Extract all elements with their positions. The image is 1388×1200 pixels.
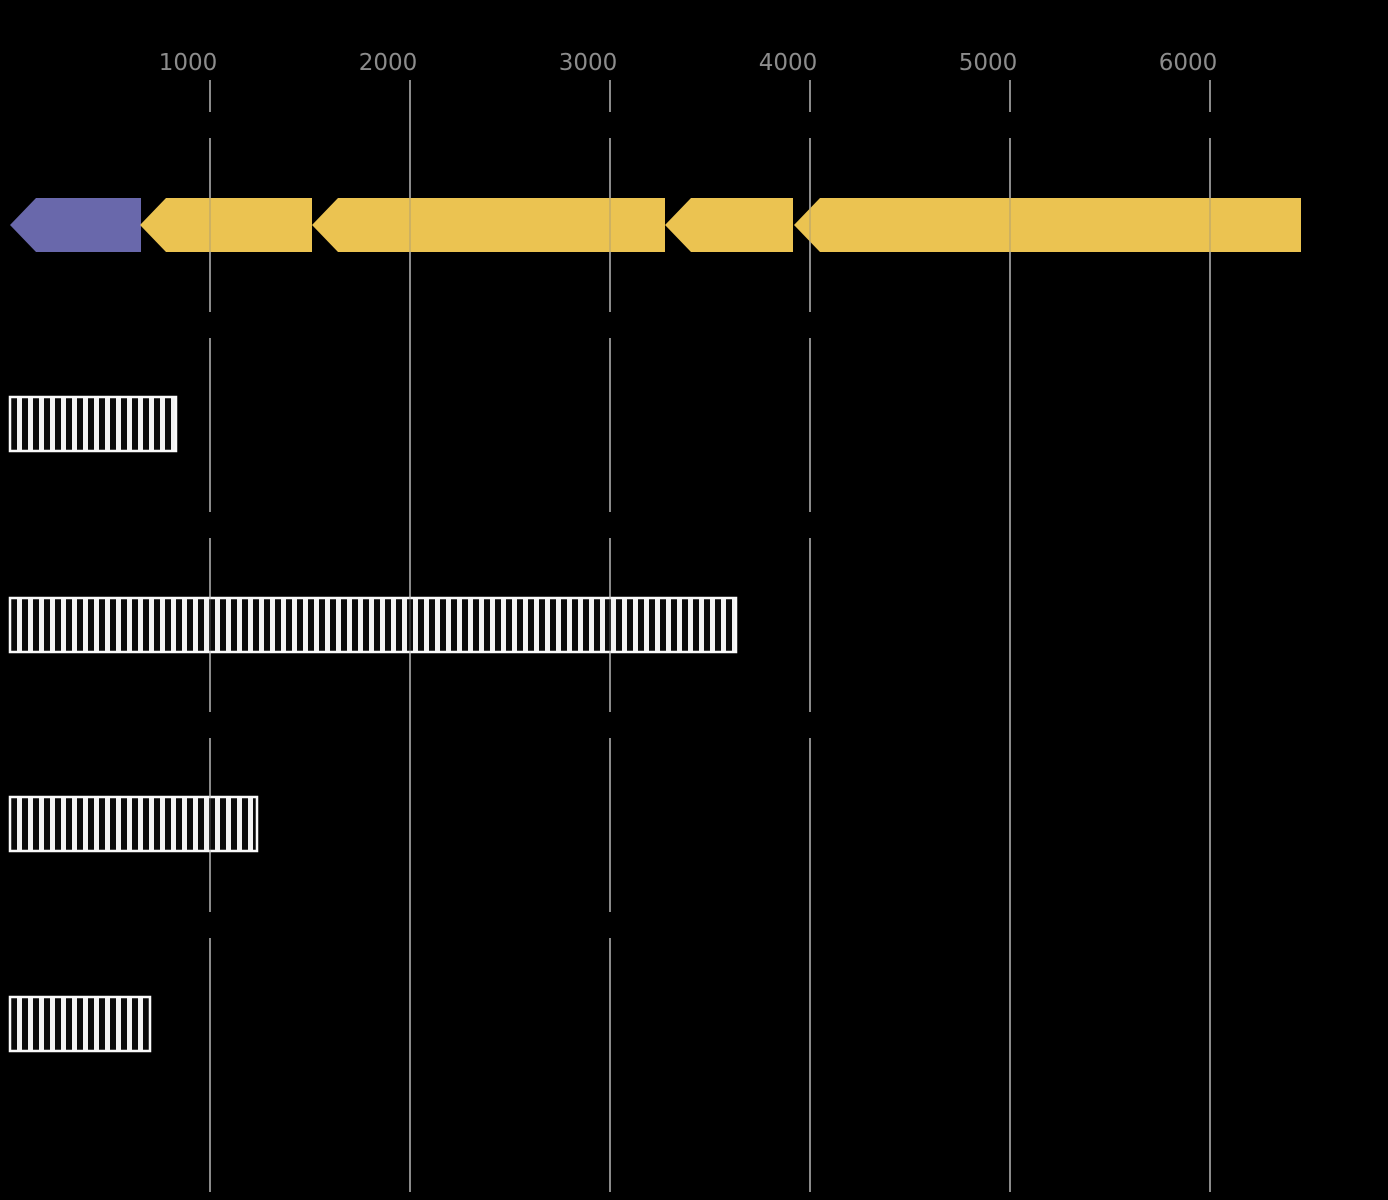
gridline-break (805, 512, 815, 538)
tick-label: 6000 (1159, 50, 1218, 76)
gridline-break (605, 512, 615, 538)
hatched-block (8, 395, 178, 453)
tick-label: 5000 (959, 50, 1018, 76)
gridlines-over (209, 80, 1211, 1192)
gridline-break (205, 112, 215, 138)
tick-labels: 1000 2000 3000 4000 5000 6000 (159, 50, 1218, 76)
feature-rows (8, 198, 1301, 1053)
gridline-break (805, 112, 815, 138)
gridline-break (205, 712, 215, 738)
gridline-break (605, 912, 615, 938)
tick-label: 1000 (159, 50, 218, 76)
gridline-break (805, 712, 815, 738)
gridline-break (205, 312, 215, 338)
gridline-break (205, 912, 215, 938)
gene-arrow (140, 198, 312, 252)
hatched-block (8, 795, 259, 853)
tick-label: 3000 (559, 50, 618, 76)
gridline-break (805, 312, 815, 338)
gridline-break (605, 712, 615, 738)
hatched-block (8, 995, 152, 1053)
gridline-break (1005, 112, 1015, 138)
gene-arrow (10, 198, 141, 252)
gene-arrow (312, 198, 665, 252)
hatched-block (8, 596, 738, 654)
gridline-break (605, 112, 615, 138)
gridline-break (605, 312, 615, 338)
tick-label: 2000 (359, 50, 418, 76)
gene-arrow (665, 198, 793, 252)
gridline-breaks (205, 112, 1215, 938)
gridline-break (1205, 112, 1215, 138)
tick-label: 4000 (759, 50, 818, 76)
gridline-break (205, 512, 215, 538)
gene-arrow (794, 198, 1301, 252)
